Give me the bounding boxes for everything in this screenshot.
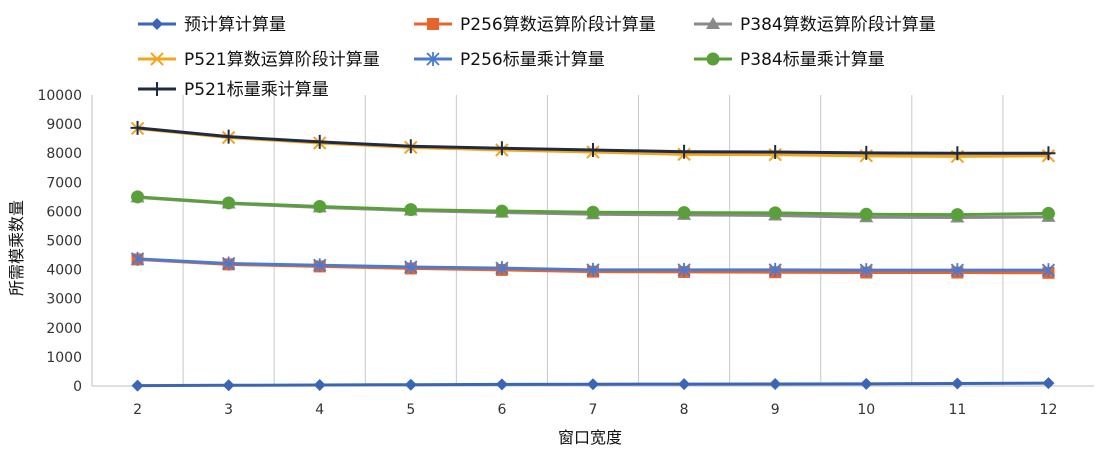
data-point xyxy=(768,145,783,160)
series-5 xyxy=(131,190,1055,222)
legend-item-3: P521算数运算阶段计算量 xyxy=(138,50,380,70)
x-tick-label: 7 xyxy=(589,402,598,418)
data-point xyxy=(131,379,144,392)
legend-item-5: P384标量乘计算量 xyxy=(694,50,885,70)
data-point xyxy=(859,263,873,278)
data-point xyxy=(587,378,599,391)
legend-label: P521标量乘计算量 xyxy=(184,80,329,100)
x-tick-label: 9 xyxy=(771,402,780,418)
data-point xyxy=(222,196,236,210)
series-6 xyxy=(130,120,1056,161)
data-point xyxy=(678,378,691,391)
data-point xyxy=(768,206,782,220)
data-point xyxy=(130,251,145,266)
data-point xyxy=(222,379,235,392)
y-tick-label: 4000 xyxy=(46,263,82,279)
data-point xyxy=(312,134,327,149)
data-point xyxy=(313,378,326,391)
legend-marker xyxy=(151,18,163,30)
legend-marker xyxy=(427,18,439,30)
series-0 xyxy=(131,377,1055,392)
data-point xyxy=(130,120,145,135)
data-point xyxy=(221,129,236,144)
series-layer xyxy=(130,120,1056,392)
legend-label: P384标量乘计算量 xyxy=(740,50,885,70)
x-tick-label: 11 xyxy=(948,402,966,418)
data-point xyxy=(586,142,600,157)
x-axis-title: 窗口宽度 xyxy=(558,428,622,447)
legend-label: P256算数运算阶段计算量 xyxy=(460,15,656,35)
data-point xyxy=(586,205,600,219)
y-tick-label: 5000 xyxy=(46,234,82,250)
data-point xyxy=(950,208,964,222)
data-point xyxy=(951,377,964,390)
legend-item-6: P521标量乘计算量 xyxy=(138,80,329,100)
y-tick-label: 10000 xyxy=(37,88,82,104)
data-point xyxy=(131,190,145,204)
data-point xyxy=(859,145,874,160)
y-tick-label: 8000 xyxy=(46,146,82,162)
y-tick-label: 0 xyxy=(73,379,82,395)
data-point xyxy=(495,204,509,218)
x-tick-label: 2 xyxy=(133,402,142,418)
series-4 xyxy=(130,251,1056,278)
data-point xyxy=(950,263,965,278)
data-point xyxy=(860,377,873,390)
data-point xyxy=(677,262,691,277)
x-tick-label: 5 xyxy=(406,402,415,418)
legend-item-0: 预计算计算量 xyxy=(138,15,286,35)
legend-label: P384算数运算阶段计算量 xyxy=(740,15,936,35)
data-point xyxy=(313,199,327,213)
data-point xyxy=(1042,377,1055,390)
legend-item-4: P256标量乘计算量 xyxy=(414,50,605,70)
data-point xyxy=(495,378,508,391)
legend-label: P256标量乘计算量 xyxy=(460,50,605,70)
data-point xyxy=(221,256,236,271)
data-point xyxy=(313,258,327,273)
data-point xyxy=(769,377,782,390)
data-point xyxy=(494,141,509,156)
data-point xyxy=(1041,206,1055,220)
data-point xyxy=(586,262,600,277)
y-tick-label: 3000 xyxy=(46,292,82,308)
legend-label: 预计算计算量 xyxy=(184,15,286,35)
data-point xyxy=(404,378,417,391)
data-point xyxy=(1041,146,1056,161)
x-tick-label: 12 xyxy=(1040,402,1058,418)
y-axis-title: 所需模乘数量 xyxy=(7,200,26,296)
axes: 0 1000 2000 3000 4000 5000 6000 7000 8000 9000 100… xyxy=(37,88,1094,418)
data-point xyxy=(677,144,692,159)
legend-item-1: P256算数运算阶段计算量 xyxy=(414,15,656,35)
x-tick-label: 6 xyxy=(497,402,506,418)
legend-marker xyxy=(706,52,720,66)
y-tick-label: 1000 xyxy=(46,350,82,366)
data-point xyxy=(403,139,418,154)
data-point xyxy=(495,261,509,276)
data-point xyxy=(677,206,691,220)
data-point xyxy=(950,146,965,161)
x-tick-label: 10 xyxy=(857,402,875,418)
x-tick-label: 3 xyxy=(224,402,233,418)
data-point xyxy=(1041,263,1056,278)
legend-marker xyxy=(706,17,720,29)
x-tick-label: 8 xyxy=(680,402,689,418)
legend-marker xyxy=(150,52,164,66)
legend-item-2: P384算数运算阶段计算量 xyxy=(694,15,936,35)
legend-marker xyxy=(426,52,440,66)
data-point xyxy=(768,262,782,277)
vertical-gridlines xyxy=(182,95,1004,386)
y-tick-label: 2000 xyxy=(46,321,82,337)
y-tick-label: 9000 xyxy=(46,117,82,133)
legend-label: P521算数运算阶段计算量 xyxy=(184,50,380,70)
legend: 预计算计算量 P256算数运算阶段计算量 P384算数运算阶段计算量 P521算数运算… xyxy=(138,15,936,100)
y-tick-label: 6000 xyxy=(46,204,82,220)
data-point xyxy=(404,259,418,274)
legend-marker xyxy=(150,82,164,96)
data-point xyxy=(859,207,873,221)
x-tick-label: 4 xyxy=(315,402,324,418)
data-point xyxy=(404,203,418,217)
y-tick-label: 7000 xyxy=(46,175,82,191)
